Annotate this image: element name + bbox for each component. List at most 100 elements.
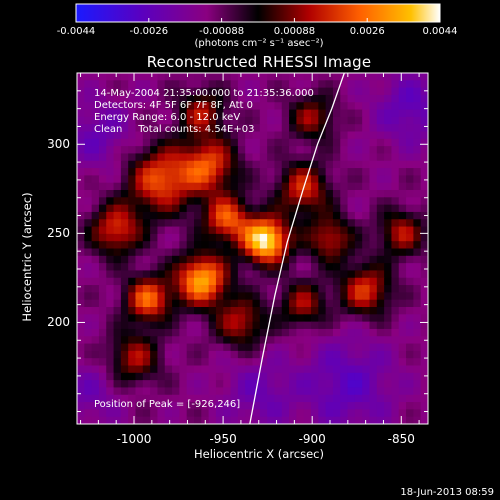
heatmap-cell xyxy=(172,160,180,169)
heatmap-cell xyxy=(164,190,173,198)
heatmap-cell xyxy=(354,153,363,162)
heatmap-cell xyxy=(98,146,107,155)
heatmap-cell xyxy=(347,350,356,359)
heatmap-cell xyxy=(150,307,159,315)
heatmap-cell xyxy=(150,409,159,418)
heatmap-cell xyxy=(311,270,319,279)
heatmap-cell xyxy=(179,402,188,410)
heatmap-cell xyxy=(84,307,93,315)
heatmap-cell xyxy=(281,336,290,345)
heatmap-cell xyxy=(347,321,356,330)
heatmap-cell xyxy=(91,80,100,89)
heatmap-cell xyxy=(113,211,122,220)
heatmap-cell xyxy=(267,270,276,279)
heatmap-cell xyxy=(164,416,173,424)
heatmap-cell xyxy=(369,197,378,206)
heatmap-cell xyxy=(259,299,268,308)
heatmap-cell xyxy=(135,365,144,374)
heatmap-cell xyxy=(252,204,261,213)
heatmap-cell xyxy=(91,314,100,323)
heatmap-cell xyxy=(340,197,349,206)
heatmap-cell xyxy=(303,372,312,381)
heatmap-cell xyxy=(113,350,122,359)
heatmap-cell xyxy=(157,197,166,206)
heatmap-cell xyxy=(391,270,400,279)
heatmap-cell xyxy=(106,285,115,293)
heatmap-cell xyxy=(113,409,122,418)
heatmap-cell xyxy=(164,387,173,396)
heatmap-cell xyxy=(91,321,100,330)
colorbar-tick-label: -0.0044 xyxy=(56,26,96,37)
heatmap-cell xyxy=(274,380,283,389)
heatmap-cell xyxy=(369,241,378,250)
heatmap-cell xyxy=(215,80,224,89)
heatmap-cell xyxy=(98,102,107,111)
heatmap-cell xyxy=(332,80,341,89)
heatmap-cell xyxy=(311,380,319,389)
heatmap-cell xyxy=(303,336,312,345)
heatmap-cell xyxy=(91,87,100,96)
heatmap-cell xyxy=(274,233,283,242)
heatmap-cell xyxy=(106,314,115,323)
heatmap-cell xyxy=(201,372,210,381)
heatmap-cell xyxy=(194,197,202,206)
heatmap-cell xyxy=(113,233,122,242)
heatmap-cell xyxy=(135,138,144,147)
footer-timestamp: 18-Jun-2013 08:59 xyxy=(400,487,494,498)
heatmap-cell xyxy=(215,131,224,140)
heatmap-cell xyxy=(413,299,422,308)
heatmap-cell xyxy=(164,365,173,374)
heatmap-cell xyxy=(135,211,144,220)
heatmap-cell xyxy=(150,131,159,140)
heatmap-cell xyxy=(194,402,202,410)
heatmap-cell xyxy=(406,226,414,235)
heatmap-cell xyxy=(369,336,378,345)
heatmap-cell xyxy=(318,380,327,389)
heatmap-cell xyxy=(164,73,173,81)
heatmap-cell xyxy=(303,226,312,235)
heatmap-cell xyxy=(215,380,224,389)
heatmap-cell xyxy=(413,219,422,228)
heatmap-cell xyxy=(369,299,378,308)
heatmap-cell xyxy=(259,124,268,133)
heatmap-cell xyxy=(230,211,239,220)
heatmap-cell xyxy=(142,292,151,301)
heatmap-cell xyxy=(267,146,276,155)
heatmap-cell xyxy=(281,102,290,111)
heatmap-cell xyxy=(398,116,407,125)
heatmap-cell xyxy=(398,175,407,184)
heatmap-cell xyxy=(398,402,407,410)
heatmap-cell xyxy=(98,321,107,330)
heatmap-cell xyxy=(230,321,239,330)
heatmap-cell xyxy=(413,343,422,352)
heatmap-cell xyxy=(325,263,334,272)
heatmap-cell xyxy=(215,116,224,125)
heatmap-cell xyxy=(120,321,129,330)
heatmap-cell xyxy=(340,409,349,418)
heatmap-cell xyxy=(340,387,349,396)
heatmap-cell xyxy=(91,197,100,206)
heatmap-cell xyxy=(369,211,378,220)
heatmap-cell xyxy=(201,292,210,301)
heatmap-cell xyxy=(98,299,107,308)
heatmap-cell xyxy=(259,270,268,279)
heatmap-cell xyxy=(274,365,283,374)
heatmap-cell xyxy=(325,292,334,301)
heatmap-cell xyxy=(406,219,414,228)
heatmap-cell xyxy=(135,416,144,424)
heatmap-cell xyxy=(398,387,407,396)
heatmap-cell xyxy=(332,387,341,396)
heatmap-cell xyxy=(369,394,378,403)
heatmap-cell xyxy=(208,292,217,301)
heatmap-cell xyxy=(281,307,290,315)
heatmap-cell xyxy=(376,409,385,418)
heatmap-cell xyxy=(274,182,283,191)
heatmap-cell xyxy=(303,307,312,315)
heatmap-cell xyxy=(384,365,393,374)
heatmap-cell xyxy=(135,80,144,89)
heatmap-cell xyxy=(281,80,290,89)
heatmap-cell xyxy=(391,94,400,103)
heatmap-cell xyxy=(98,94,107,103)
heatmap-cell xyxy=(303,204,312,213)
heatmap-cell xyxy=(84,314,93,323)
